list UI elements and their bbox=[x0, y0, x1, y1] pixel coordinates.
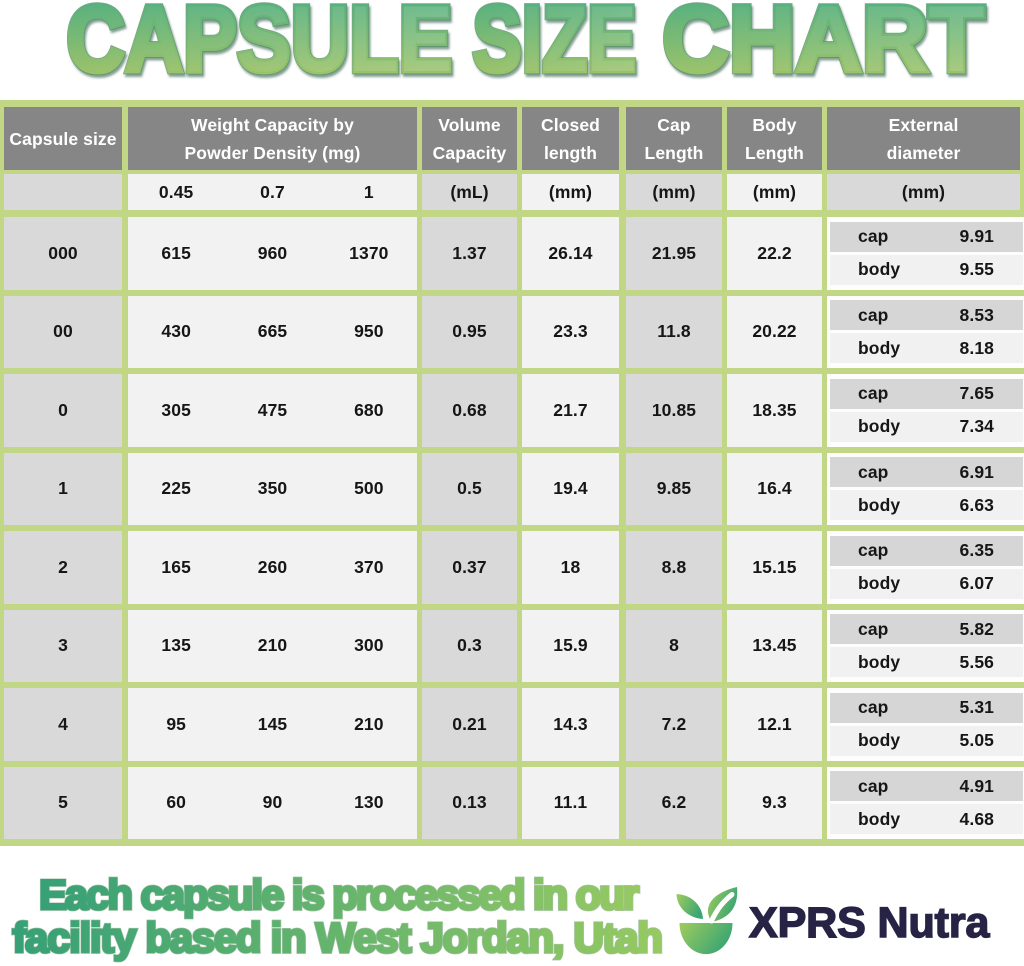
svg-text:CAPSULE: CAPSULE bbox=[67, 0, 453, 91]
svg-text:CAPSULE: CAPSULE bbox=[67, 0, 453, 91]
svg-text:Each capsule is processed in o: Each capsule is processed in our bbox=[39, 871, 639, 918]
svg-text:SIZE: SIZE bbox=[473, 0, 637, 91]
svg-text:CAPSULE: CAPSULE bbox=[67, 0, 453, 91]
svg-text:CHART: CHART bbox=[663, 0, 985, 91]
svg-text:facility based in West Jordan,: facility based in West Jordan, Utah bbox=[12, 914, 661, 961]
svg-text:Each capsule is processed in o: Each capsule is processed in our bbox=[39, 871, 639, 918]
svg-text:CHART: CHART bbox=[663, 0, 985, 91]
svg-text:facility based in West Jordan,: facility based in West Jordan, Utah bbox=[12, 914, 661, 961]
svg-text:CHART: CHART bbox=[663, 0, 985, 91]
svg-text:SIZE: SIZE bbox=[473, 0, 637, 91]
svg-text:SIZE: SIZE bbox=[473, 0, 637, 91]
